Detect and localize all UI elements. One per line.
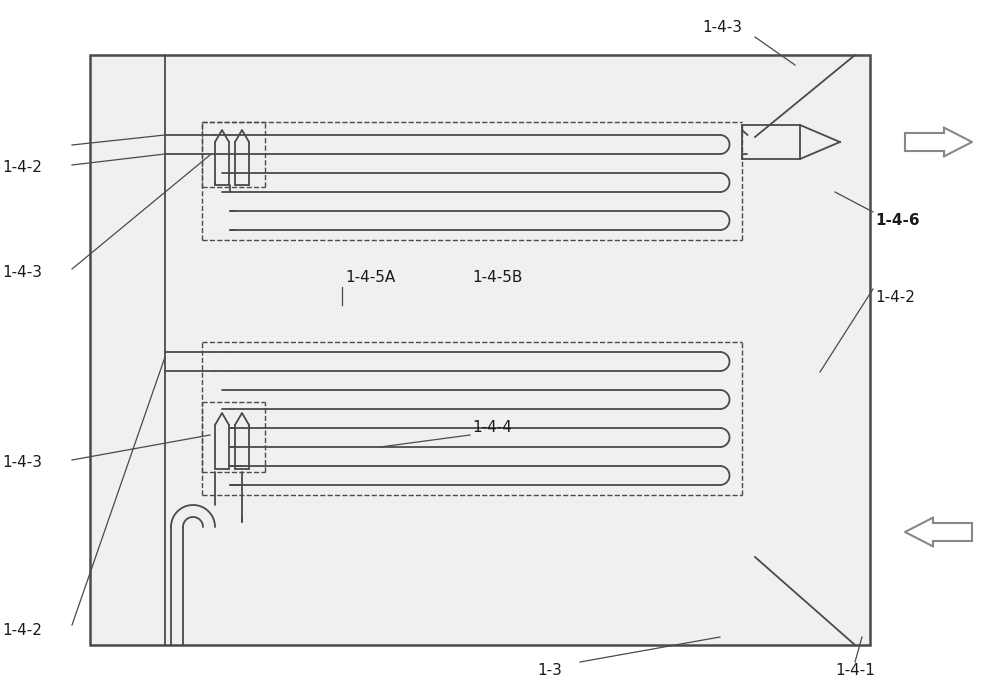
Text: 1-4-2: 1-4-2 bbox=[2, 623, 42, 638]
Text: 1-4-6: 1-4-6 bbox=[875, 213, 920, 228]
Text: 1-4-2: 1-4-2 bbox=[2, 160, 42, 175]
Text: 1-4-1: 1-4-1 bbox=[835, 663, 875, 678]
Text: 1-4-5B: 1-4-5B bbox=[472, 270, 522, 285]
Text: 1-4-3: 1-4-3 bbox=[702, 20, 742, 35]
Text: 1-4-5A: 1-4-5A bbox=[345, 270, 395, 285]
Text: 1-4-3: 1-4-3 bbox=[2, 455, 42, 470]
Text: 1-4-2: 1-4-2 bbox=[875, 290, 915, 305]
Text: 1-3: 1-3 bbox=[538, 663, 562, 678]
Text: 1-4-3: 1-4-3 bbox=[2, 265, 42, 280]
Text: 1-4-4: 1-4-4 bbox=[472, 420, 512, 435]
Bar bbox=[90, 55, 870, 645]
